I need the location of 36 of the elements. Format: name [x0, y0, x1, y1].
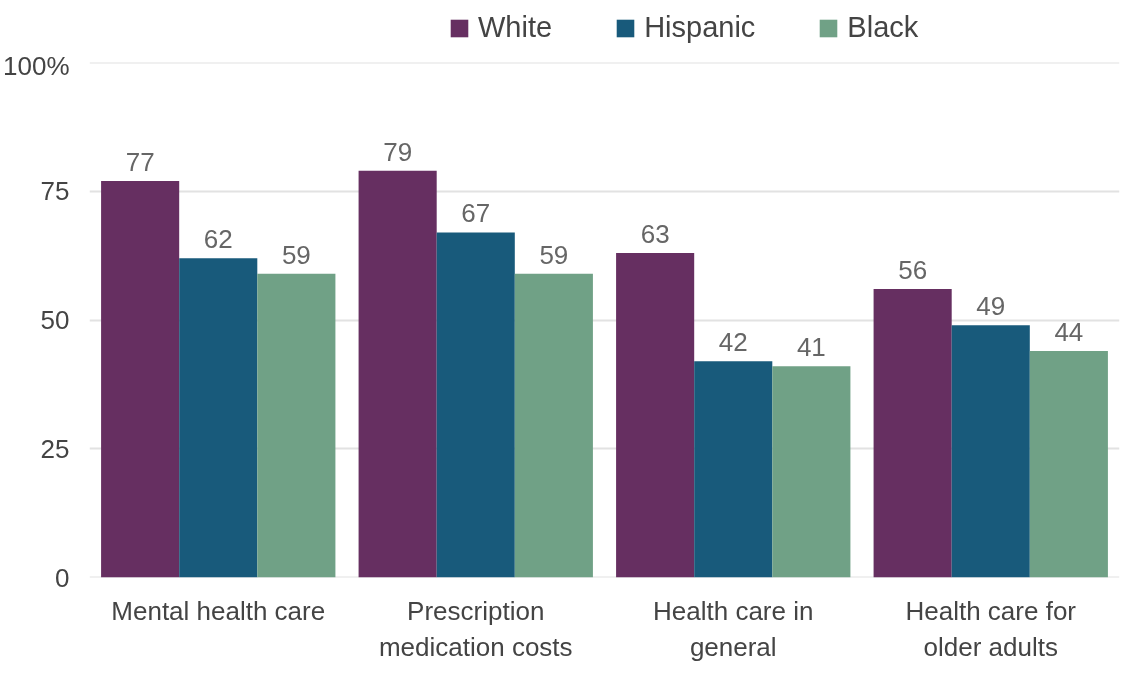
y-tick-label: 25 [40, 433, 70, 464]
data-label: 62 [203, 224, 233, 255]
data-label: 42 [718, 327, 748, 358]
x-tick-label: Mental health care [111, 595, 326, 626]
x-tick-label: Health care for older adults [905, 595, 1077, 662]
legend-label: White [478, 11, 553, 44]
data-label: 41 [796, 332, 826, 363]
bar [772, 366, 851, 578]
data-label: 56 [898, 255, 928, 286]
data-label: 59 [539, 239, 569, 270]
data-label: 63 [640, 219, 670, 250]
y-tick-label: 100% [3, 50, 70, 81]
data-label: 79 [383, 136, 413, 167]
legend-label: Hispanic [644, 11, 756, 44]
data-label: 44 [1054, 316, 1084, 347]
bar [101, 180, 180, 578]
bar [873, 289, 952, 578]
y-tick-label: 0 [55, 562, 70, 593]
data-label: 59 [281, 239, 311, 270]
y-tick-label: 75 [40, 176, 70, 207]
bar [951, 325, 1030, 578]
data-label: 77 [125, 146, 155, 177]
y-tick-label: 50 [40, 305, 70, 335]
bar [436, 232, 515, 578]
legend-label: Black [847, 11, 919, 44]
x-tick-label: Prescription medication costs [378, 595, 573, 662]
bar [514, 273, 593, 578]
x-tick-label: Health care in general [653, 595, 814, 662]
bar [358, 170, 437, 578]
bar [257, 273, 336, 578]
data-label: 67 [461, 198, 491, 229]
bar [1029, 350, 1108, 578]
data-label: 49 [976, 291, 1006, 322]
bar [179, 258, 258, 578]
bar [694, 361, 773, 578]
bar [616, 253, 695, 578]
